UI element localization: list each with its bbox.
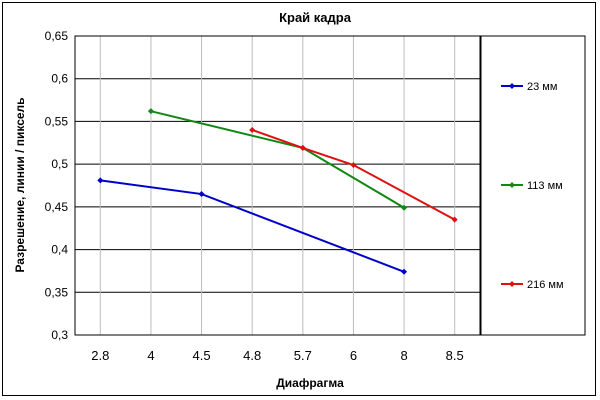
plot-area bbox=[74, 35, 481, 336]
series-layer bbox=[97, 108, 458, 275]
legend-marker bbox=[509, 182, 515, 188]
legend-label: 216 мм bbox=[527, 279, 564, 291]
y-tick-label: 0,4 bbox=[51, 243, 68, 257]
chart-title: Край кадра bbox=[279, 10, 352, 25]
y-tick-label: 0,55 bbox=[45, 114, 69, 128]
legend-items: 23 мм 113 мм 216 мм bbox=[501, 81, 564, 291]
y-axis-title: Разрешение, линии / пиксель bbox=[13, 97, 27, 272]
y-tick-label: 0,45 bbox=[45, 200, 69, 214]
x-tick-label: 2.8 bbox=[91, 348, 109, 363]
legend-label: 23 мм bbox=[527, 81, 557, 93]
y-tick-label: 0,3 bbox=[51, 328, 68, 342]
x-tick-label: 8 bbox=[400, 348, 407, 363]
legend-item: 216 мм bbox=[501, 279, 564, 291]
data-point bbox=[299, 144, 306, 151]
data-point bbox=[147, 108, 154, 115]
data-point bbox=[350, 161, 357, 168]
legend-label: 113 мм bbox=[527, 180, 563, 192]
series-line bbox=[251, 129, 456, 221]
x-tick-label: 4 bbox=[147, 348, 154, 363]
y-tick-label: 0,6 bbox=[51, 72, 68, 86]
data-point bbox=[249, 126, 256, 133]
y-tick-label: 0,65 bbox=[45, 29, 69, 43]
data-point bbox=[401, 268, 408, 275]
data-point bbox=[401, 204, 408, 211]
legend bbox=[480, 35, 586, 336]
x-axis-ticks: 2.8 4 4.5 4.8 5.7 6 8 8.5 bbox=[91, 348, 463, 363]
y-tick-label: 0,5 bbox=[51, 157, 68, 171]
data-point bbox=[451, 216, 458, 223]
x-tick-label: 4.5 bbox=[193, 348, 211, 363]
data-point bbox=[97, 177, 104, 184]
y-tick-label: 0,35 bbox=[45, 285, 69, 299]
x-tick-label: 5.7 bbox=[294, 348, 312, 363]
legend-marker bbox=[509, 281, 515, 287]
x-axis-title: Диафрагма bbox=[276, 376, 344, 390]
y-axis-ticks: 0,3 0,35 0,4 0,45 0,5 0,55 0,6 0,65 bbox=[45, 29, 69, 342]
legend-marker bbox=[509, 83, 515, 89]
x-tick-label: 4.8 bbox=[243, 348, 261, 363]
data-point bbox=[198, 191, 205, 198]
legend-item: 23 мм bbox=[501, 81, 557, 93]
x-tick-label: 8.5 bbox=[446, 348, 464, 363]
x-tick-label: 6 bbox=[350, 348, 357, 363]
legend-item: 113 мм bbox=[501, 180, 563, 192]
